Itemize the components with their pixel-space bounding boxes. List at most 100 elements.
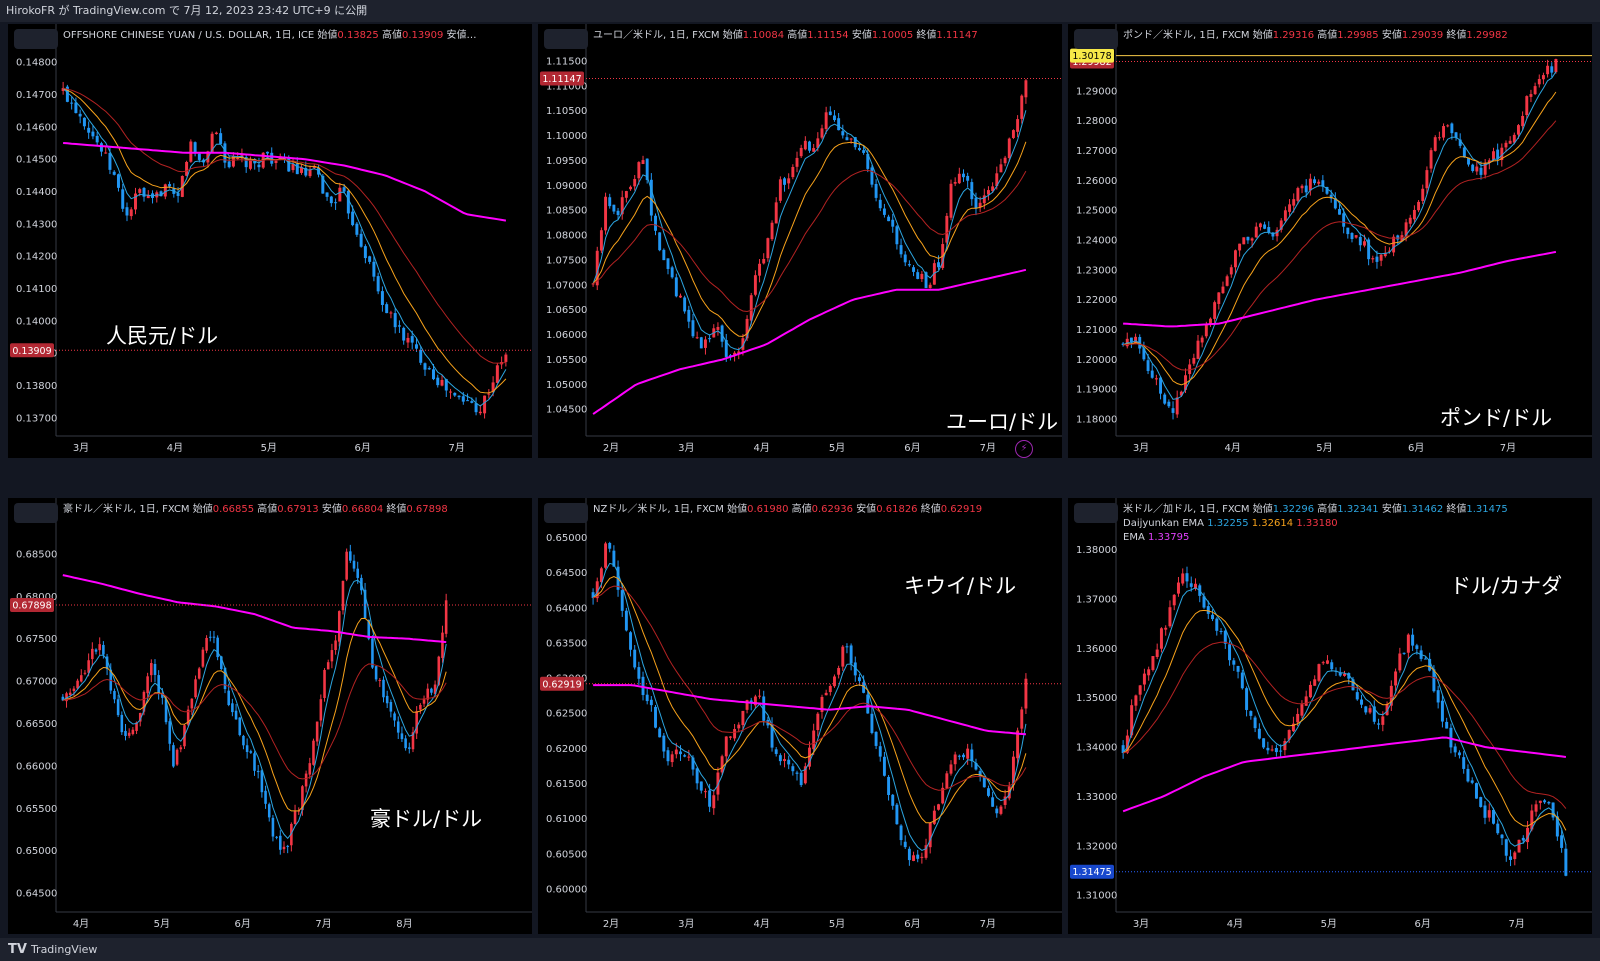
candle-body xyxy=(1550,66,1554,73)
y-tick-label: 0.64000 xyxy=(546,603,587,614)
candle-body xyxy=(1517,839,1521,853)
legend-low: 0.61826 xyxy=(876,504,918,515)
plot-background xyxy=(8,498,532,934)
candle-body xyxy=(824,112,828,129)
candle-body xyxy=(945,215,949,243)
aud-chart-svg: 0.68500 0.68000 0.67500 0.67000 0.66500 0.660… xyxy=(8,498,532,934)
candle-body xyxy=(591,592,595,598)
candle-body xyxy=(787,178,791,184)
candle-body xyxy=(414,344,418,349)
candle-body xyxy=(231,156,235,167)
candle-body xyxy=(234,710,238,720)
x-tick-label: 2月 xyxy=(603,442,619,454)
candle-body xyxy=(1389,685,1393,706)
symbol-widget[interactable] xyxy=(544,503,588,523)
candle-body xyxy=(1530,810,1534,830)
legend-h-label: 高値 xyxy=(787,30,808,41)
candle-body xyxy=(231,703,234,713)
candle-body xyxy=(397,325,401,327)
candle-body xyxy=(79,675,83,682)
candle-body xyxy=(762,258,766,264)
candle-body xyxy=(300,167,304,173)
candle-body xyxy=(749,295,753,321)
tradingview-logo[interactable]: 𝗧𝗩 TradingView xyxy=(8,938,97,961)
last-price-tag xyxy=(1070,864,1114,879)
candle-body xyxy=(1475,166,1479,172)
candle-body xyxy=(1321,180,1325,187)
legend-h-label: 高値 xyxy=(791,504,812,515)
candle-body xyxy=(766,238,770,259)
x-tick-label: 5月 xyxy=(1321,918,1337,930)
candle-body xyxy=(778,755,782,762)
ema-long-line xyxy=(1123,250,1557,328)
ema-fast-line xyxy=(62,579,447,840)
candle-body xyxy=(1458,139,1462,146)
symbol-widget[interactable] xyxy=(14,29,58,49)
y-tick-label: 0.61000 xyxy=(546,814,587,825)
y-tick-label: 1.18000 xyxy=(1076,415,1117,426)
candle-body xyxy=(1479,167,1483,175)
candle-body xyxy=(599,230,603,251)
candle-body xyxy=(389,702,393,712)
y-tick-label: 1.36000 xyxy=(1076,644,1117,655)
candle-body xyxy=(870,713,874,733)
lightning-icon[interactable]: ⚡ xyxy=(1015,440,1033,458)
chart-panel-nzd[interactable]: 0.650000.645000.640000.635000.630000.625… xyxy=(538,498,1062,934)
legend-high: 0.67913 xyxy=(277,504,319,515)
candle-body xyxy=(406,337,410,343)
cad-chart-svg: 1.38000 1.37000 1.36000 1.35000 1.34000 1.330… xyxy=(1068,498,1592,934)
candle-body xyxy=(962,173,965,178)
candle-body xyxy=(1300,704,1304,716)
candle-body xyxy=(1262,738,1266,748)
candle-body xyxy=(1171,408,1175,413)
candle-body xyxy=(1154,378,1158,380)
y-tick-label: 0.62500 xyxy=(546,709,587,720)
candle-body xyxy=(72,688,76,692)
last-price-label: 0.67898 xyxy=(12,600,51,611)
legend-c-label: 終値 xyxy=(916,30,937,41)
candle-body xyxy=(1185,573,1189,582)
candle-body xyxy=(352,560,356,569)
ema-long-line xyxy=(62,574,447,644)
legend-open: 1.32296 xyxy=(1272,504,1315,515)
candle-body xyxy=(437,656,441,685)
candle-body xyxy=(1338,672,1342,676)
candle-body xyxy=(1130,705,1134,736)
candle-body xyxy=(920,273,924,280)
candle-body xyxy=(264,790,267,804)
chart-panel-gbp[interactable]: 1.29000 1.28000 1.27000 1.26000 1.25000 1.240… xyxy=(1068,24,1592,458)
y-tick-label: 1.08000 xyxy=(546,231,587,242)
x-tick-label: 6月 xyxy=(1408,442,1424,454)
y-tick-label: 1.21000 xyxy=(1076,325,1117,336)
symbol-widget[interactable] xyxy=(14,503,58,523)
chart-panel-cad[interactable]: 1.38000 1.37000 1.36000 1.35000 1.34000 1.330… xyxy=(1068,498,1592,934)
candle-body xyxy=(733,729,737,739)
chart-panel-aud[interactable]: 0.68500 0.68000 0.67500 0.67000 0.66500 0.660… xyxy=(8,498,532,934)
candle-body xyxy=(995,808,999,814)
candle-body xyxy=(895,226,899,245)
candle-body xyxy=(1308,684,1312,698)
symbol-widget[interactable] xyxy=(544,29,588,49)
candle-body xyxy=(932,263,936,285)
candle-body xyxy=(870,167,874,185)
symbol-widget[interactable] xyxy=(1074,503,1118,523)
candle-body xyxy=(1204,324,1208,337)
candle-body xyxy=(342,187,346,192)
candle-body xyxy=(1217,292,1221,304)
legend-high: 1.29985 xyxy=(1337,30,1379,41)
candle-body xyxy=(201,649,205,667)
y-tick-label: 1.23000 xyxy=(1076,265,1117,276)
chart-panel-eur[interactable]: 1.11500 1.11000 1.10500 1.10000 1.09500 1.090… xyxy=(538,24,1062,458)
candle-body xyxy=(1296,713,1300,723)
chart-panel-cny[interactable]: 0.14800 0.14700 0.14600 0.14500 0.14400 0.143… xyxy=(8,24,532,458)
candle-body xyxy=(338,187,342,202)
candle-body xyxy=(1267,227,1271,233)
y-tick-label: 0.14100 xyxy=(16,284,57,295)
symbol-widget[interactable] xyxy=(1074,29,1118,49)
candle-body xyxy=(699,337,703,349)
candle-body xyxy=(393,713,396,721)
candle-body xyxy=(389,312,393,314)
candle-body xyxy=(1512,134,1516,143)
plot-background xyxy=(1068,24,1592,458)
candle-body xyxy=(1383,252,1387,257)
